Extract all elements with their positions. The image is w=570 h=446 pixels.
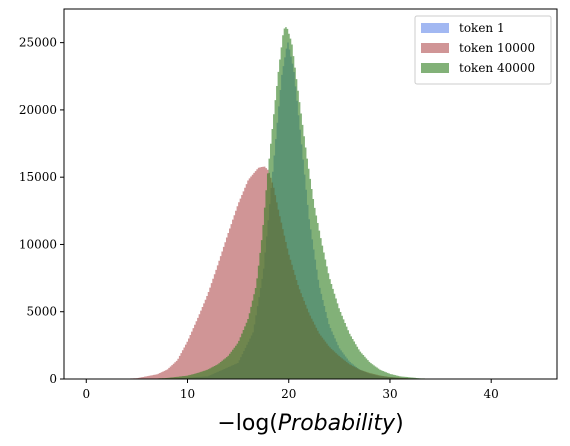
x-axis: 0 10 20 30 40	[82, 379, 499, 401]
x-axis-label-prefix: −log(	[217, 411, 278, 436]
histogram-bars	[147, 27, 453, 379]
plot-frame	[63, 8, 558, 380]
y-axis: 0 5000 10000 15000 20000 25000	[19, 36, 64, 386]
x-tick-label: 0	[82, 387, 90, 401]
y-tick-label: 0	[49, 372, 57, 386]
y-tick-label: 5000	[26, 305, 57, 319]
x-axis-label-variable: Probability	[278, 411, 396, 436]
legend: token 1 token 10000 token 40000	[414, 15, 552, 85]
series-token-40000	[147, 27, 453, 379]
legend-label: token 1	[459, 21, 505, 35]
legend-swatch	[421, 23, 449, 33]
y-tick-label: 20000	[19, 103, 57, 117]
x-tick-label: 20	[281, 387, 296, 401]
x-tick-label: 10	[180, 387, 195, 401]
legend-label: token 40000	[459, 61, 535, 75]
y-tick-label: 10000	[19, 237, 57, 251]
legend-swatch	[421, 63, 449, 73]
y-tick-label: 15000	[19, 170, 57, 184]
legend-swatch	[421, 43, 449, 53]
y-tick-label: 25000	[19, 36, 57, 50]
x-axis-label: −log(Probability)	[217, 411, 403, 436]
x-tick-label: 30	[382, 387, 397, 401]
legend-label: token 10000	[459, 41, 535, 55]
x-tick-label: 40	[484, 387, 499, 401]
plot-area	[116, 27, 453, 379]
x-axis-label-suffix: )	[395, 411, 404, 436]
